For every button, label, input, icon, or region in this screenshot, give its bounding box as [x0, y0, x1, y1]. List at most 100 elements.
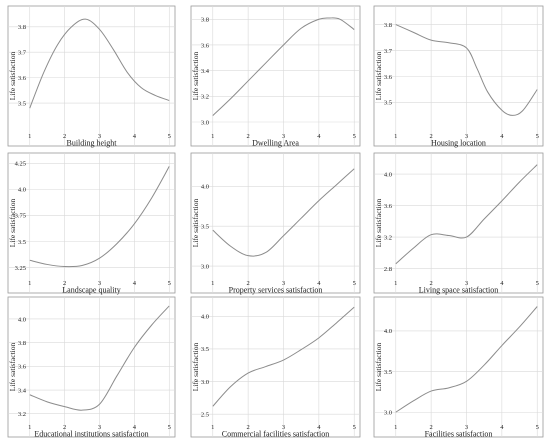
x-axis-label: Landscape quality: [62, 286, 120, 295]
y-tick-label: 3.6: [18, 75, 27, 82]
chart-panel-4: 1 2 3 4 5 3.25 3.5 3.75 4.0 4.25 Landscape quality…: [7, 152, 176, 295]
y-tick-label: 3.25: [15, 265, 26, 272]
series-line: [395, 164, 538, 265]
x-tick-label: 2: [247, 424, 250, 431]
chart-panel-3: 1 2 3 4 5 3.5 3.6 3.7 3.8 Housing location Life sa…: [373, 5, 544, 148]
y-tick-label: 3.4: [201, 68, 210, 75]
y-tick-label: 3.75: [15, 213, 26, 220]
x-axis-label: Commercial facilities satisfaction: [222, 430, 330, 439]
x-tick-label: 4: [317, 424, 321, 431]
x-axis-label: Living space satisfaction: [419, 286, 499, 295]
series-line: [29, 166, 170, 268]
y-tick-label: 3.8: [18, 340, 26, 347]
panel-frame: [7, 5, 176, 147]
x-tick-label: 4: [500, 133, 504, 140]
y-axis-label: Life satisfaction: [374, 342, 383, 391]
x-tick-label: 5: [353, 424, 356, 431]
y-tick-label: 3.8: [201, 17, 209, 24]
panel-frame: [373, 5, 544, 147]
x-tick-label: 5: [168, 133, 171, 140]
x-tick-label: 5: [536, 280, 539, 287]
x-tick-label: 1: [28, 280, 31, 287]
y-tick-label: 4.0: [18, 316, 26, 323]
y-tick-label: 3.5: [18, 100, 26, 107]
panel-frame: [373, 296, 544, 438]
chart-panel-7: 1 2 3 4 5 3.2 3.4 3.6 3.8 4.0 Educational institut…: [7, 296, 176, 439]
y-tick-label: 4.0: [18, 187, 26, 194]
series-line: [29, 18, 170, 109]
y-tick-label: 3.7: [384, 48, 393, 55]
y-tick-label: 3.0: [201, 119, 209, 126]
series-line: [29, 305, 170, 411]
y-tick-label: 3.2: [201, 94, 209, 101]
y-tick-label: 4.25: [15, 161, 26, 168]
x-tick-label: 1: [211, 280, 214, 287]
x-tick-label: 4: [317, 280, 321, 287]
x-tick-label: 3: [465, 424, 468, 431]
panel-frame: [190, 152, 361, 294]
panel-frame: [7, 152, 176, 294]
x-tick-label: 2: [430, 280, 433, 287]
y-tick-label: 3.6: [201, 42, 210, 49]
x-axis-label: Housing location: [431, 139, 486, 148]
panel-frame: [373, 152, 544, 294]
y-tick-label: 3.0: [384, 410, 392, 417]
y-axis-label: Life satisfaction: [374, 198, 383, 247]
y-tick-label: 3.4: [18, 387, 27, 394]
x-tick-label: 1: [28, 424, 31, 431]
x-tick-label: 3: [282, 424, 285, 431]
y-tick-label: 4.0: [384, 171, 392, 178]
y-tick-label: 3.8: [384, 22, 392, 29]
panel-frame: [7, 296, 176, 438]
y-axis-label: Life satisfaction: [8, 51, 17, 100]
y-tick-label: 3.2: [384, 234, 392, 241]
series-line: [212, 168, 355, 257]
x-tick-label: 3: [98, 424, 101, 431]
x-tick-label: 5: [168, 424, 171, 431]
y-tick-label: 3.0: [201, 263, 209, 270]
series-line: [212, 17, 355, 116]
x-tick-label: 2: [247, 280, 250, 287]
y-tick-label: 3.6: [18, 364, 27, 371]
y-tick-label: 4.0: [384, 328, 392, 335]
x-tick-label: 3: [98, 280, 101, 287]
x-tick-label: 3: [282, 280, 285, 287]
y-tick-label: 3.2: [18, 411, 26, 418]
x-tick-label: 2: [63, 424, 66, 431]
y-tick-label: 3.5: [18, 239, 26, 246]
y-tick-label: 3.6: [384, 74, 393, 81]
x-axis-label: Facilities satisfaction: [425, 430, 493, 439]
x-tick-label: 2: [63, 133, 66, 140]
x-tick-label: 1: [394, 280, 397, 287]
chart-panel-9: 1 2 3 4 5 3.0 3.5 4.0 Facilities satisfaction Lif…: [373, 296, 544, 439]
x-tick-label: 1: [394, 424, 397, 431]
y-tick-label: 2.5: [201, 411, 209, 418]
x-tick-label: 3: [465, 280, 468, 287]
y-tick-label: 4.0: [201, 314, 209, 321]
y-tick-label: 4.0: [201, 184, 209, 191]
chart-panel-5: 1 2 3 4 5 3.0 3.5 4.0 Property services satisfac…: [190, 152, 361, 295]
y-tick-label: 3.0: [201, 379, 209, 386]
x-tick-label: 4: [133, 133, 137, 140]
x-tick-label: 2: [430, 133, 433, 140]
y-tick-label: 3.6: [384, 203, 393, 210]
x-tick-label: 3: [98, 133, 101, 140]
x-tick-label: 4: [133, 280, 137, 287]
chart-panel-8: 1 2 3 4 5 2.5 3.0 3.5 4.0 Commercial facilities s…: [190, 296, 361, 439]
chart-panel-2: 1 2 3 4 5 3.0 3.2 3.4 3.6 3.8 Dwelling Area Life sa…: [190, 5, 361, 148]
x-tick-label: 4: [500, 424, 504, 431]
x-tick-label: 3: [282, 133, 285, 140]
y-axis-label: Life satisfaction: [8, 342, 17, 391]
x-axis-label: Property services satisfaction: [229, 286, 323, 295]
x-tick-label: 2: [63, 280, 66, 287]
x-tick-label: 1: [211, 424, 214, 431]
y-axis-label: Life satisfaction: [8, 198, 17, 247]
x-tick-label: 2: [430, 424, 433, 431]
y-tick-label: 2.8: [384, 266, 392, 273]
y-axis-label: Life satisfaction: [191, 198, 200, 247]
x-tick-label: 1: [394, 133, 397, 140]
y-tick-label: 3.5: [201, 223, 209, 230]
y-axis-label: Life satisfaction: [191, 51, 200, 100]
y-tick-label: 3.7: [18, 50, 27, 57]
